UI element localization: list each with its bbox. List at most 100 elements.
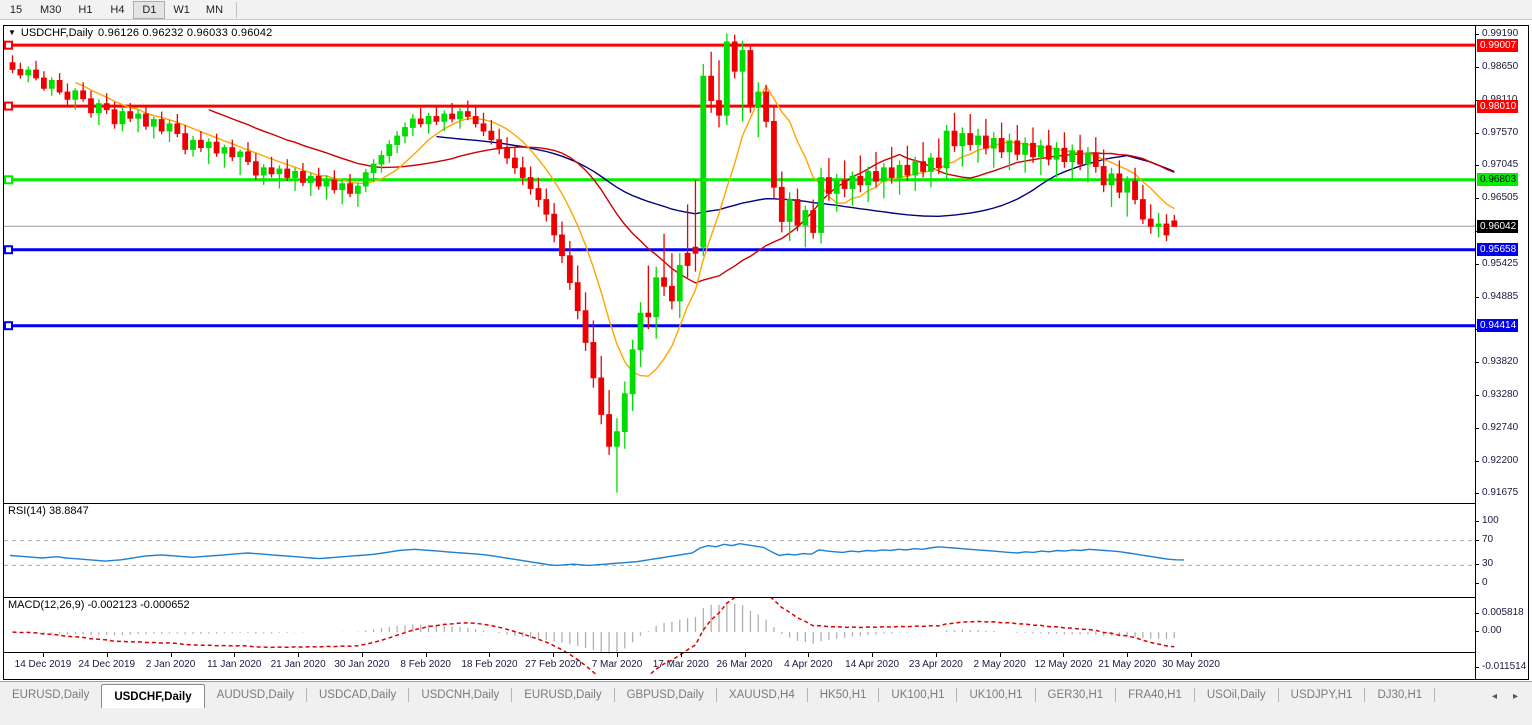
price-tick: 0.93820 [1475,356,1528,368]
date-tick [680,653,682,657]
price-level-label-resistance[interactable]: 0.98010 [1477,99,1519,113]
tab-divider [1434,688,1436,702]
chart-tab-fra40-h1[interactable]: FRA40,H1 [1128,689,1182,701]
level-handle-0.95658[interactable] [4,245,13,255]
date-label: 23 Apr 2020 [908,659,963,670]
date-label: 26 Mar 2020 [716,659,773,670]
chart-tab-audusd-daily[interactable]: AUDUSD,Daily [216,689,294,701]
chart-tab-usdcnh-daily[interactable]: USDCNH,Daily [421,689,500,701]
rsi-pane[interactable]: RSI(14) 38.8847 [4,503,1476,595]
price-level-label-pivot[interactable]: 0.96803 [1477,173,1519,187]
price-tick: 0.91675 [1475,487,1528,499]
chart-tab-gbpusd-daily[interactable]: GBPUSD,Daily [626,689,704,701]
timeframe-h4[interactable]: H4 [110,3,125,16]
candle [912,156,919,191]
level-handle-0.99007[interactable] [4,40,13,50]
candle [920,142,926,178]
candle [174,114,181,138]
date-tick [744,653,746,657]
price-level-label-support[interactable]: 0.95658 [1477,243,1519,257]
candle [347,173,353,198]
chart-ohlc-values: 0.96126 0.96232 0.96033 0.96042 [98,27,273,39]
chart-tab-eurusd-daily[interactable]: EURUSD,Daily [524,689,602,701]
candle [409,114,416,136]
date-tick [1127,653,1129,657]
level-handle-0.98010[interactable] [4,101,13,111]
price-level-label-last-price[interactable]: 0.96042 [1477,219,1519,233]
price-tick: 0.94885 [1475,291,1528,303]
timeframe-d1[interactable]: D1 [133,0,166,19]
candle [684,204,691,278]
candle [1100,149,1107,193]
candle [951,112,958,152]
candle [574,265,581,320]
macd-pane[interactable]: MACD(12,26,9) -0.002123 -0.000652 [4,597,1476,675]
candle [959,127,966,167]
candle [708,51,715,113]
date-label: 2 Jan 2020 [145,659,196,670]
price-pane[interactable] [4,26,1476,499]
price-level-label-resistance[interactable]: 0.99007 [1477,38,1519,52]
candle [323,175,330,200]
chart-tab-eurusd-daily[interactable]: EURUSD,Daily [12,689,90,701]
candle [95,99,102,126]
timeframe-mn[interactable]: MN [205,3,224,16]
price-tick: 0.96505 [1475,192,1528,204]
date-tick [1063,653,1065,657]
candle [1092,137,1099,173]
chart-tab-xauusd-h4[interactable]: XAUUSD,H4 [728,689,795,701]
chart-collapse-icon[interactable]: ▼ [8,28,16,37]
timeframe-m30[interactable]: M30 [40,3,62,16]
timeframe-w1[interactable]: W1 [173,3,190,16]
chart-tab-usoil-daily[interactable]: USOil,Daily [1206,689,1266,701]
candle [1069,144,1076,180]
candle [80,82,87,102]
chart-tab-hk50-h1[interactable]: HK50,H1 [819,689,867,701]
chart-tab-ger30-h1[interactable]: GER30,H1 [1047,689,1104,701]
candle [143,106,149,130]
candle [25,66,32,83]
chart-tab-usdcad-daily[interactable]: USDCAD,Daily [318,689,397,701]
tab-divider [1364,688,1366,702]
candle [511,146,518,174]
price-level-label-support[interactable]: 0.94414 [1477,319,1519,333]
macd-tick: 0.005818 [1475,607,1528,619]
chart-tab-uk100-h1[interactable]: UK100,H1 [891,689,945,701]
candle [810,199,817,239]
chart-tab-usdjpy-h1[interactable]: USDJPY,H1 [1290,689,1353,701]
chart-window[interactable]: ▼ USDCHF,Daily 0.96126 0.96232 0.96033 0… [3,25,1529,680]
timeframe-h1[interactable]: H1 [78,3,93,16]
price-tick: 0.95425 [1475,258,1528,270]
chart-tab-dj30-h1[interactable]: DJ30,H1 [1377,689,1423,701]
candle [72,88,79,110]
date-label: 4 Apr 2020 [784,659,833,670]
candle [857,155,864,193]
tab-divider [1193,688,1195,702]
chart-tab-usdchf-daily[interactable]: USDCHF,Daily [101,684,205,708]
candle [849,171,856,206]
level-handle-0.96803[interactable] [4,175,13,185]
candle [888,146,895,184]
tab-divider [806,688,808,702]
candle [237,149,244,176]
price-tick: 0.97045 [1475,159,1528,171]
candle [221,144,228,168]
candle [731,34,738,79]
candle [637,302,644,367]
candle [260,164,267,185]
tab-scroll-left-icon[interactable]: ◂ [1491,690,1497,702]
date-tick [617,653,618,657]
date-tick [808,653,810,657]
timeframe-m15[interactable]: 15 [9,3,23,16]
price-scale[interactable]: 0.991900.986500.981100.975700.970450.965… [1475,26,1528,679]
level-handle-0.94414[interactable] [4,321,13,331]
candle [1132,167,1138,205]
candle [928,153,934,188]
tab-scroll-right-icon[interactable]: ▸ [1512,690,1518,702]
candle [64,83,71,107]
toolbar-divider [236,1,238,18]
rsi-tick: 30 [1475,558,1528,570]
candle [135,109,142,133]
candle [755,82,762,138]
chart-tab-uk100-h1[interactable]: UK100,H1 [969,689,1023,701]
